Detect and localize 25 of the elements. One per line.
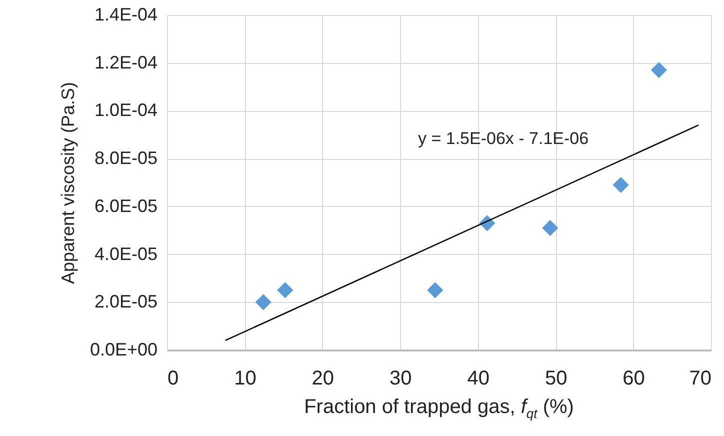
x-tick-label: 30	[390, 368, 412, 390]
y-tick-label: 2.0E-05	[94, 292, 158, 312]
x-tick-label: 0	[168, 368, 179, 390]
point	[277, 282, 294, 298]
x-tick-label: 40	[467, 368, 490, 390]
y-tick-label: 6.0E-05	[94, 196, 158, 216]
y-tick-label: 1.4E-04	[94, 4, 158, 24]
point	[427, 282, 444, 298]
annotation: y = 1.5E-06x - 7.1E-06	[418, 129, 589, 149]
x-tick-label: 60	[622, 368, 645, 390]
y-tick-label: 0.0E+00	[90, 340, 158, 360]
y-axis-title: Apparent viscosity (Pa.S)	[58, 82, 78, 284]
x-tick-label: 70	[689, 368, 712, 390]
x-axis-title: Fraction of trapped gas, f$_{qt}$ (%)	[303, 396, 575, 421]
y-tick-label: 1.0E-04	[94, 100, 158, 120]
y-tick-label: 4.0E-05	[94, 244, 158, 264]
y-tick-label: 1.2E-04	[94, 52, 158, 72]
point	[255, 294, 272, 310]
point	[612, 176, 629, 193]
x-tick-label: 10	[234, 368, 256, 390]
x-tick-label: 20	[312, 368, 334, 390]
x-tick-label: 50	[544, 368, 568, 390]
y-tick-label: 8.0E-05	[94, 148, 158, 168]
point	[542, 220, 558, 236]
point	[650, 62, 667, 78]
